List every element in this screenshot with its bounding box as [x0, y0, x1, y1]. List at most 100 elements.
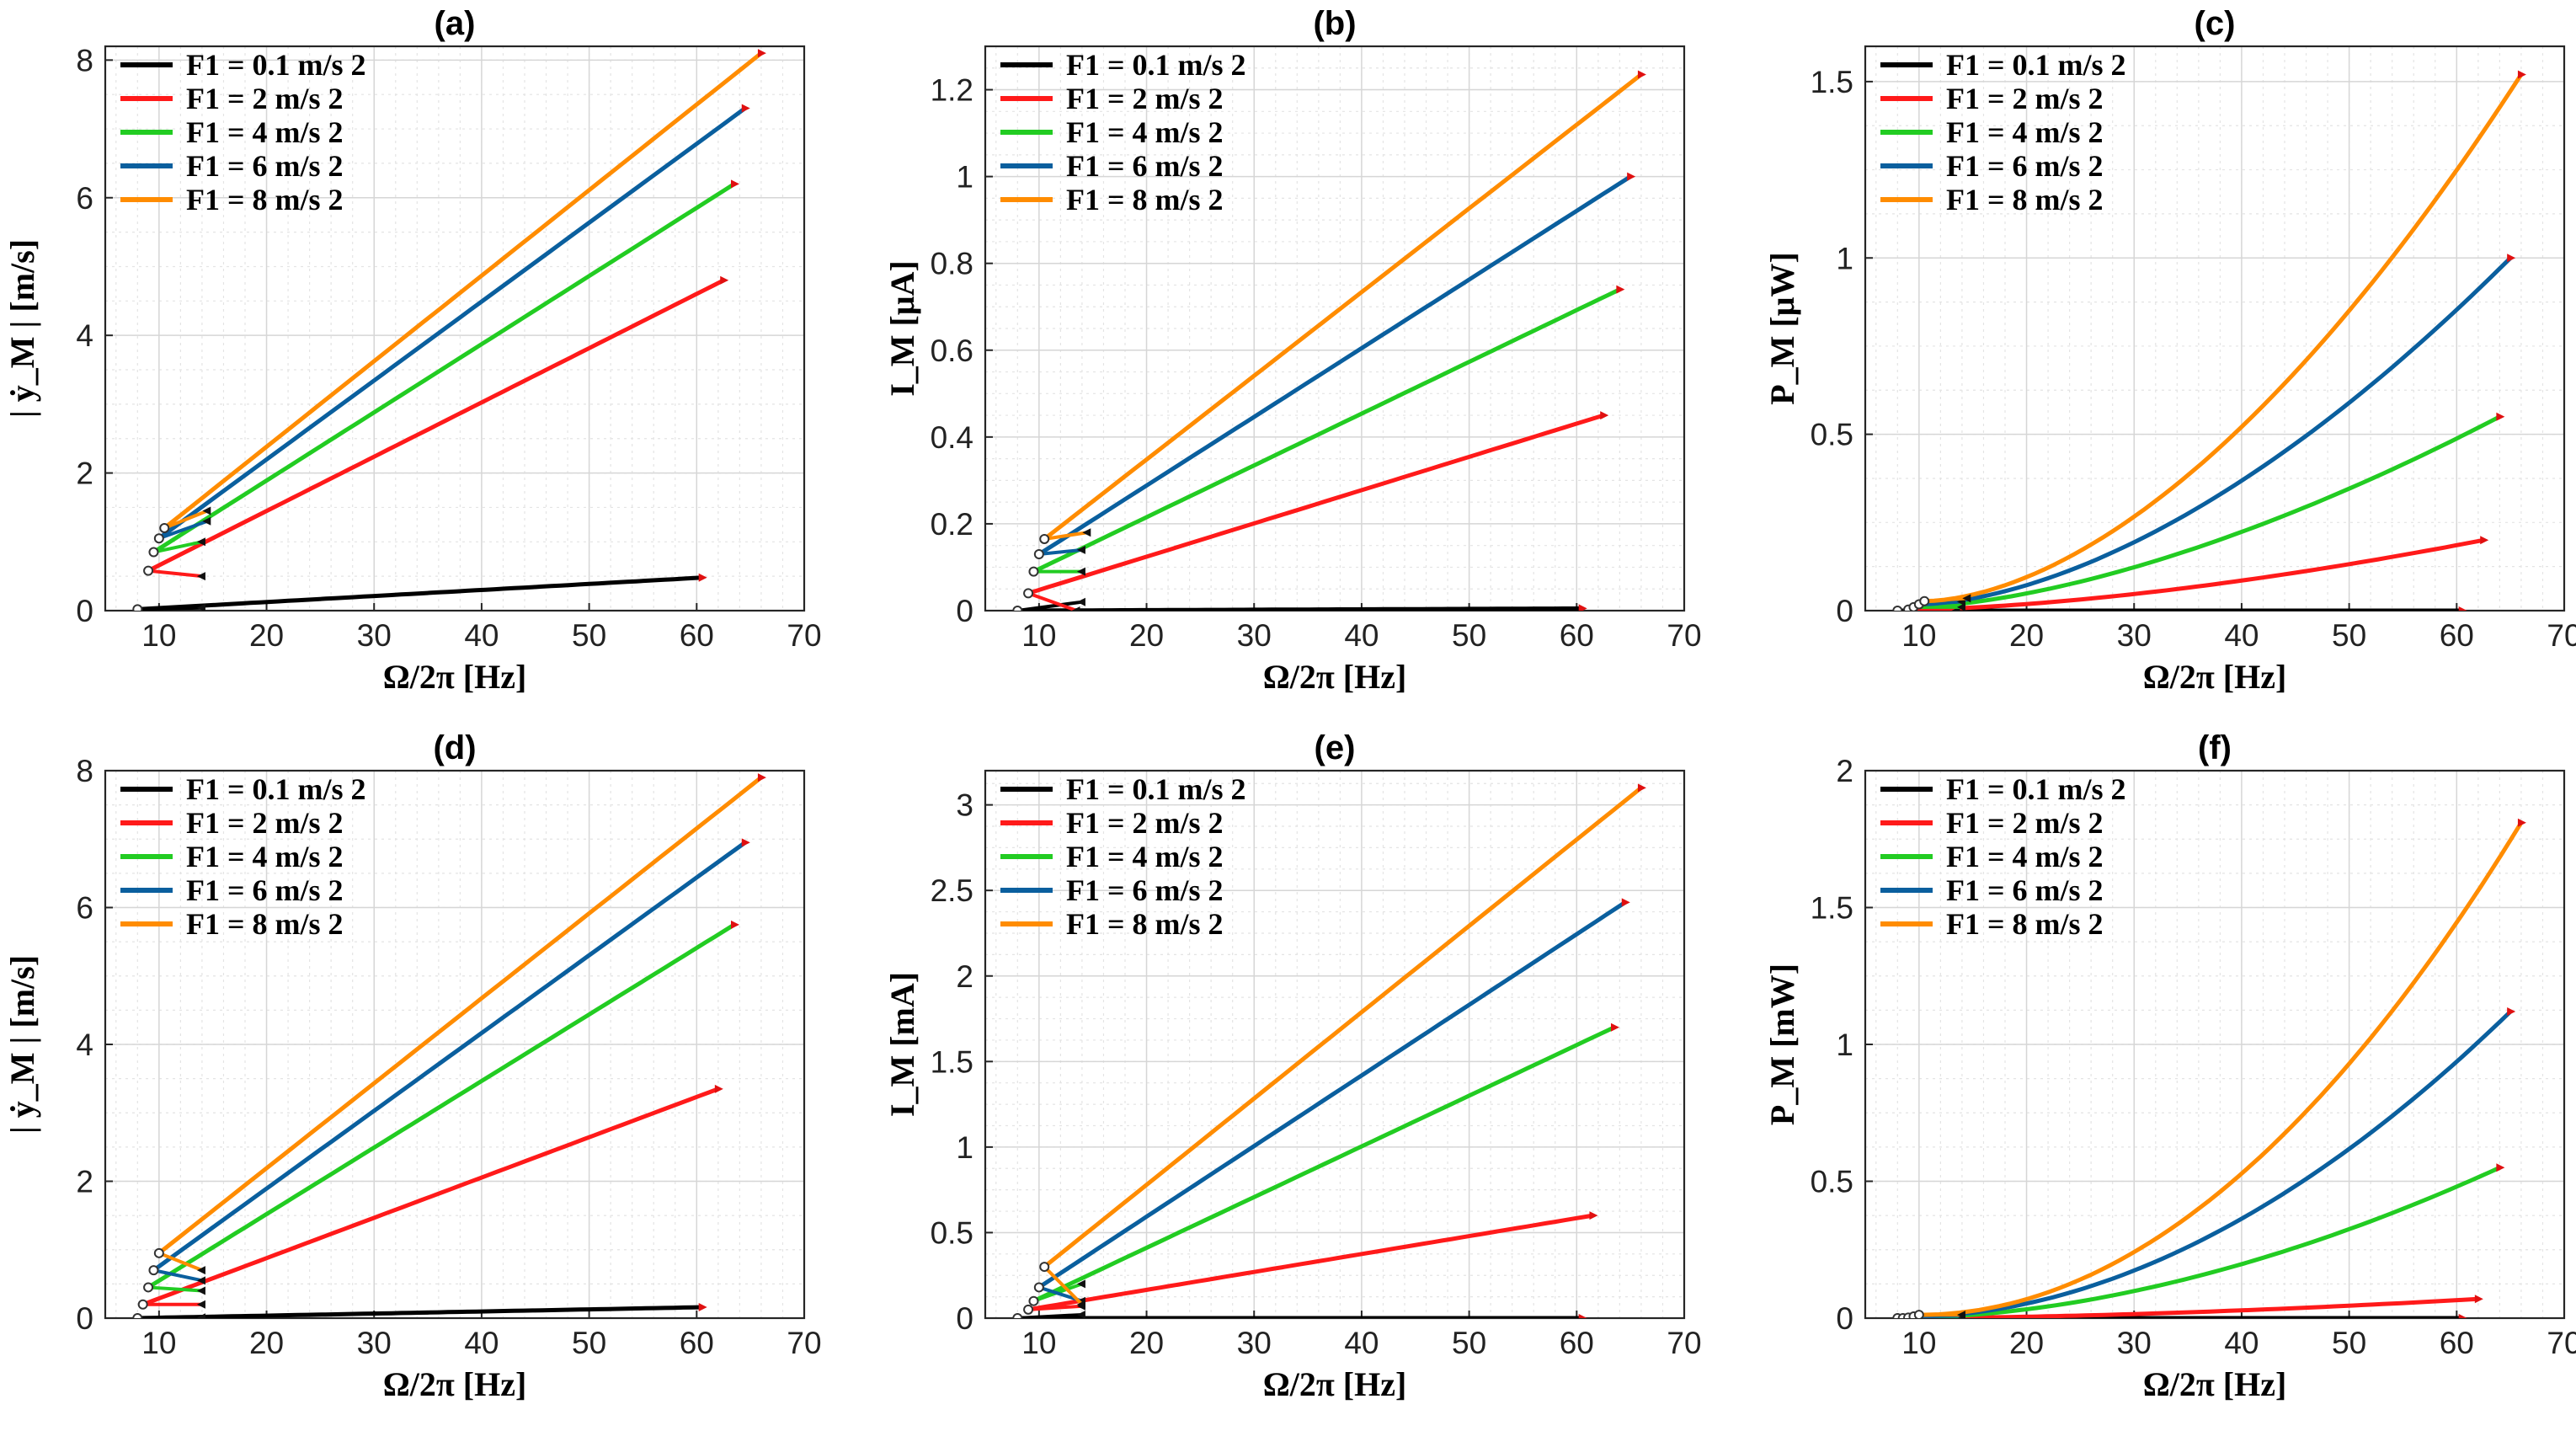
panel-title: (d): [433, 729, 476, 766]
y-tick-label: 1: [956, 1130, 973, 1165]
series-end-marker: [731, 179, 739, 189]
x-axis-label: Ω/2π [Hz]: [2143, 658, 2287, 696]
series-branch-marker: [202, 516, 211, 526]
series-end-marker: [698, 1303, 707, 1311]
y-tick-label: 1: [1836, 241, 1853, 275]
legend: F1 = 0.1 m/s 2F1 = 2 m/s 2F1 = 4 m/s 2F1…: [1000, 48, 1246, 216]
legend-item: F1 = 8 m/s 2: [1880, 183, 2104, 216]
legend-label: F1 = 2 m/s 2: [186, 806, 344, 840]
series-end-marker: [2507, 1007, 2516, 1016]
y-tick-label: 0.5: [931, 1215, 973, 1250]
x-tick-label: 50: [572, 618, 606, 653]
series-start-marker: [153, 1247, 164, 1258]
legend-label: F1 = 8 m/s 2: [186, 183, 344, 216]
x-tick-label: 20: [2009, 618, 2044, 653]
x-axis-label: Ω/2π [Hz]: [383, 658, 527, 696]
x-tick-label: 60: [1560, 1326, 1594, 1360]
panel-title: (a): [435, 5, 476, 42]
series-end-marker: [2496, 412, 2505, 421]
series-start-marker: [132, 1313, 143, 1318]
legend-item: F1 = 6 m/s 2: [1880, 149, 2104, 183]
series-branch-marker: [196, 1266, 205, 1275]
x-tick-label: 30: [2117, 618, 2152, 653]
y-axis-label: | ẏ_M | [m/s]: [3, 239, 41, 418]
legend-item: F1 = 4 m/s 2: [1880, 115, 2104, 149]
x-tick-label: 70: [787, 1326, 821, 1360]
series-line-1: [1027, 1213, 1593, 1312]
legend-item: F1 = 0.1 m/s 2: [1880, 772, 2126, 806]
y-tick-label: 0: [956, 594, 973, 628]
series-end-marker: [1637, 70, 1646, 79]
series-group: [1012, 70, 1646, 611]
legend-item: F1 = 4 m/s 2: [120, 115, 344, 149]
x-tick-label: 10: [141, 1326, 176, 1360]
legend-item: F1 = 4 m/s 2: [1000, 115, 1224, 149]
legend-item: F1 = 8 m/s 2: [120, 183, 344, 216]
legend-item: F1 = 4 m/s 2: [120, 840, 344, 873]
series-branch-marker: [202, 506, 211, 515]
series-branch-marker: [1082, 528, 1091, 537]
series-line-1: [1902, 1296, 2478, 1318]
legend-label: F1 = 6 m/s 2: [1946, 873, 2104, 907]
y-tick-label: 2: [76, 457, 93, 491]
series-line-3: [152, 841, 747, 1273]
series-branch-marker: [196, 1313, 205, 1318]
x-tick-label: 50: [1452, 1326, 1486, 1360]
legend-item: F1 = 0.1 m/s 2: [1000, 772, 1246, 806]
series-branch-3: [153, 1268, 203, 1283]
series-line-2: [152, 182, 736, 554]
series-line-0: [137, 575, 702, 611]
legend: F1 = 0.1 m/s 2F1 = 2 m/s 2F1 = 4 m/s 2F1…: [1000, 772, 1246, 941]
series-branch-4: [1043, 1265, 1084, 1306]
legend: F1 = 0.1 m/s 2F1 = 2 m/s 2F1 = 4 m/s 2F1…: [120, 772, 366, 941]
x-tick-label: 70: [787, 618, 821, 653]
series-start-marker: [153, 533, 164, 544]
series-branch-4: [158, 1251, 203, 1272]
legend-item: F1 = 6 m/s 2: [120, 873, 344, 907]
x-tick-label: 40: [464, 1326, 499, 1360]
x-tick-label: 50: [572, 1326, 606, 1360]
legend-item: F1 = 8 m/s 2: [1000, 907, 1224, 941]
series-start-marker: [1892, 606, 1903, 611]
series-start-marker: [1028, 566, 1039, 577]
series-end-marker: [2517, 818, 2526, 827]
series-line-4: [1043, 786, 1643, 1269]
x-axis-label: Ω/2π [Hz]: [1263, 1365, 1407, 1403]
x-tick-label: 10: [1021, 618, 1056, 653]
legend-label: F1 = 0.1 m/s 2: [1946, 772, 2126, 806]
x-tick-label: 10: [1021, 1326, 1056, 1360]
series-line-2: [1032, 1025, 1616, 1303]
series-start-marker: [148, 1265, 159, 1276]
legend: F1 = 0.1 m/s 2F1 = 2 m/s 2F1 = 4 m/s 2F1…: [1880, 48, 2126, 216]
x-tick-label: 20: [249, 618, 284, 653]
panel-b: 10 20 30 40 50 60 70 0 0.2 0.4 0.6 0.8 1 1.2 (b) Ω/2π […: [883, 5, 1702, 696]
x-tick-label: 40: [464, 618, 499, 653]
series-branch-marker: [1956, 1311, 1965, 1318]
legend-label: F1 = 8 m/s 2: [1946, 183, 2104, 216]
legend: F1 = 0.1 m/s 2F1 = 2 m/s 2F1 = 4 m/s 2F1…: [1880, 772, 2126, 941]
y-tick-label: 3: [956, 788, 973, 823]
y-tick-label: 1.5: [1811, 65, 1853, 99]
series-line-3: [1918, 256, 2512, 606]
series-branch-marker: [1076, 567, 1085, 576]
x-tick-label: 50: [1452, 618, 1486, 653]
x-tick-label: 20: [2009, 1326, 2044, 1360]
series-end-marker: [714, 1084, 723, 1093]
series-branch-marker: [1076, 545, 1085, 554]
x-axis-label: Ω/2π [Hz]: [383, 1365, 527, 1403]
panel-e: 10 20 30 40 50 60 70 0 0.5 1 1.5 2 2.5 3 (e) Ω/2π [Hz] I…: [883, 729, 1702, 1403]
panel-c: 10 20 30 40 50 60 70 0 0.5 1 1.5 (c) Ω/2π [Hz] P_M [μ…: [1763, 5, 2576, 696]
x-tick-label: 10: [141, 618, 176, 653]
series-end-marker: [2480, 536, 2489, 545]
x-axis-label: Ω/2π [Hz]: [1263, 658, 1407, 696]
legend-label: F1 = 0.1 m/s 2: [1066, 772, 1246, 806]
legend-item: F1 = 2 m/s 2: [1880, 82, 2104, 115]
series-branch-1: [147, 569, 203, 579]
series-end-marker: [720, 275, 729, 285]
legend-label: F1 = 2 m/s 2: [1066, 82, 1224, 115]
x-tick-label: 40: [2224, 1326, 2259, 1360]
x-tick-label: 70: [1667, 618, 1701, 653]
y-tick-label: 2.5: [931, 873, 973, 908]
y-axis-label: I_M [μA]: [883, 260, 921, 397]
